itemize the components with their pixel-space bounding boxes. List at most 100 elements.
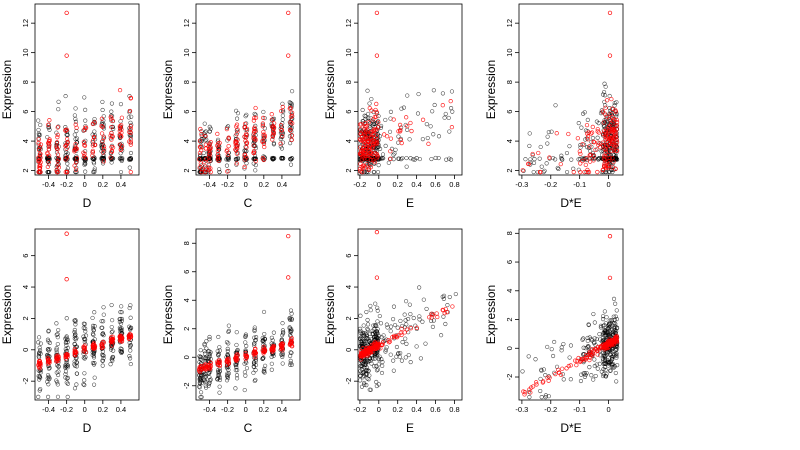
fitted-point bbox=[369, 135, 374, 140]
fitted-outlier-point bbox=[374, 53, 380, 58]
data-point bbox=[56, 107, 61, 112]
x-tick-label: 0.2 bbox=[259, 405, 269, 414]
data-point bbox=[597, 361, 602, 366]
fitted-point bbox=[271, 344, 276, 349]
data-point bbox=[243, 334, 248, 339]
data-point bbox=[215, 376, 220, 382]
data-point bbox=[408, 156, 413, 161]
fitted-point bbox=[207, 146, 212, 152]
data-point bbox=[576, 121, 581, 126]
data-point bbox=[287, 100, 292, 105]
data-point bbox=[92, 324, 97, 329]
fitted-point bbox=[118, 134, 123, 139]
x-tick-label: 0.6 bbox=[430, 405, 440, 414]
fitted-point bbox=[207, 365, 213, 371]
data-point bbox=[589, 144, 594, 149]
data-point bbox=[110, 329, 115, 334]
data-point bbox=[269, 361, 274, 366]
data-point bbox=[561, 377, 566, 382]
fitted-point bbox=[520, 168, 525, 173]
fitted-point bbox=[117, 125, 123, 131]
data-point bbox=[253, 168, 258, 173]
fitted-point bbox=[409, 128, 414, 134]
data-point bbox=[378, 125, 383, 130]
data-point bbox=[56, 99, 61, 104]
fitted-point bbox=[216, 141, 221, 146]
data-point bbox=[90, 360, 96, 366]
data-point bbox=[235, 155, 241, 161]
x-tick-label: -0.2 bbox=[60, 180, 73, 189]
data-point bbox=[406, 316, 411, 322]
fitted-point bbox=[207, 167, 212, 172]
fitted-point bbox=[577, 359, 583, 365]
fitted-point bbox=[575, 136, 580, 141]
fitted-point bbox=[595, 352, 600, 357]
data-point bbox=[99, 155, 104, 160]
fitted-point bbox=[613, 143, 618, 149]
fitted-point bbox=[591, 140, 597, 145]
data-point bbox=[199, 390, 204, 395]
fitted-point bbox=[362, 131, 367, 137]
data-point bbox=[199, 156, 204, 161]
data-point bbox=[118, 119, 123, 124]
fitted-point bbox=[117, 88, 123, 93]
data-point bbox=[595, 135, 600, 140]
fitted-point bbox=[224, 362, 230, 367]
fitted-point bbox=[362, 130, 367, 135]
data-point bbox=[118, 321, 124, 326]
data-point bbox=[289, 350, 294, 355]
data-point bbox=[109, 109, 114, 114]
data-point bbox=[207, 334, 212, 340]
fitted-point bbox=[358, 127, 363, 132]
data-point bbox=[91, 355, 97, 360]
data-point bbox=[109, 345, 114, 350]
data-point bbox=[101, 136, 106, 141]
data-point bbox=[37, 345, 42, 350]
data-point bbox=[101, 312, 106, 317]
data-point bbox=[129, 325, 134, 331]
fitted-point bbox=[90, 143, 96, 148]
fitted-point bbox=[591, 153, 597, 159]
data-point bbox=[202, 374, 207, 379]
x-tick-label: -0.2 bbox=[544, 405, 557, 414]
data-point bbox=[45, 337, 51, 342]
data-point bbox=[65, 161, 70, 166]
fitted-point bbox=[234, 161, 239, 166]
data-point bbox=[102, 149, 107, 154]
fitted-point bbox=[253, 115, 259, 120]
data-point bbox=[65, 363, 70, 368]
data-point bbox=[281, 330, 286, 335]
data-point bbox=[119, 327, 125, 332]
x-tick-label: 0.4 bbox=[277, 180, 287, 189]
fitted-point bbox=[63, 143, 69, 148]
data-point bbox=[449, 89, 455, 94]
data-point bbox=[399, 125, 404, 130]
fitted-point bbox=[279, 108, 284, 114]
data-point bbox=[526, 354, 531, 359]
y-tick-label: 0 bbox=[182, 355, 191, 359]
y-tick-label: 2 bbox=[21, 168, 30, 172]
data-point bbox=[253, 338, 258, 343]
fitted-point bbox=[288, 337, 294, 342]
data-point bbox=[602, 93, 608, 98]
data-point bbox=[610, 169, 615, 175]
y-tick-label: 0 bbox=[344, 348, 353, 352]
x-tick-label: 0.4 bbox=[116, 405, 126, 414]
fitted-point bbox=[580, 142, 585, 147]
data-point bbox=[358, 313, 363, 318]
fitted-point bbox=[225, 169, 230, 174]
y-tick-label: 2 bbox=[21, 316, 30, 320]
data-point bbox=[217, 348, 222, 353]
data-point bbox=[38, 386, 43, 392]
data-point bbox=[606, 150, 611, 155]
fitted-point bbox=[607, 155, 612, 161]
data-point bbox=[92, 132, 97, 138]
data-point bbox=[197, 169, 202, 175]
x-tick-label: -0.1 bbox=[573, 180, 586, 189]
fitted-point bbox=[55, 169, 60, 175]
data-point bbox=[613, 301, 618, 306]
data-point bbox=[527, 131, 532, 136]
data-point bbox=[63, 372, 68, 377]
data-point bbox=[216, 334, 221, 340]
data-point bbox=[405, 127, 410, 132]
